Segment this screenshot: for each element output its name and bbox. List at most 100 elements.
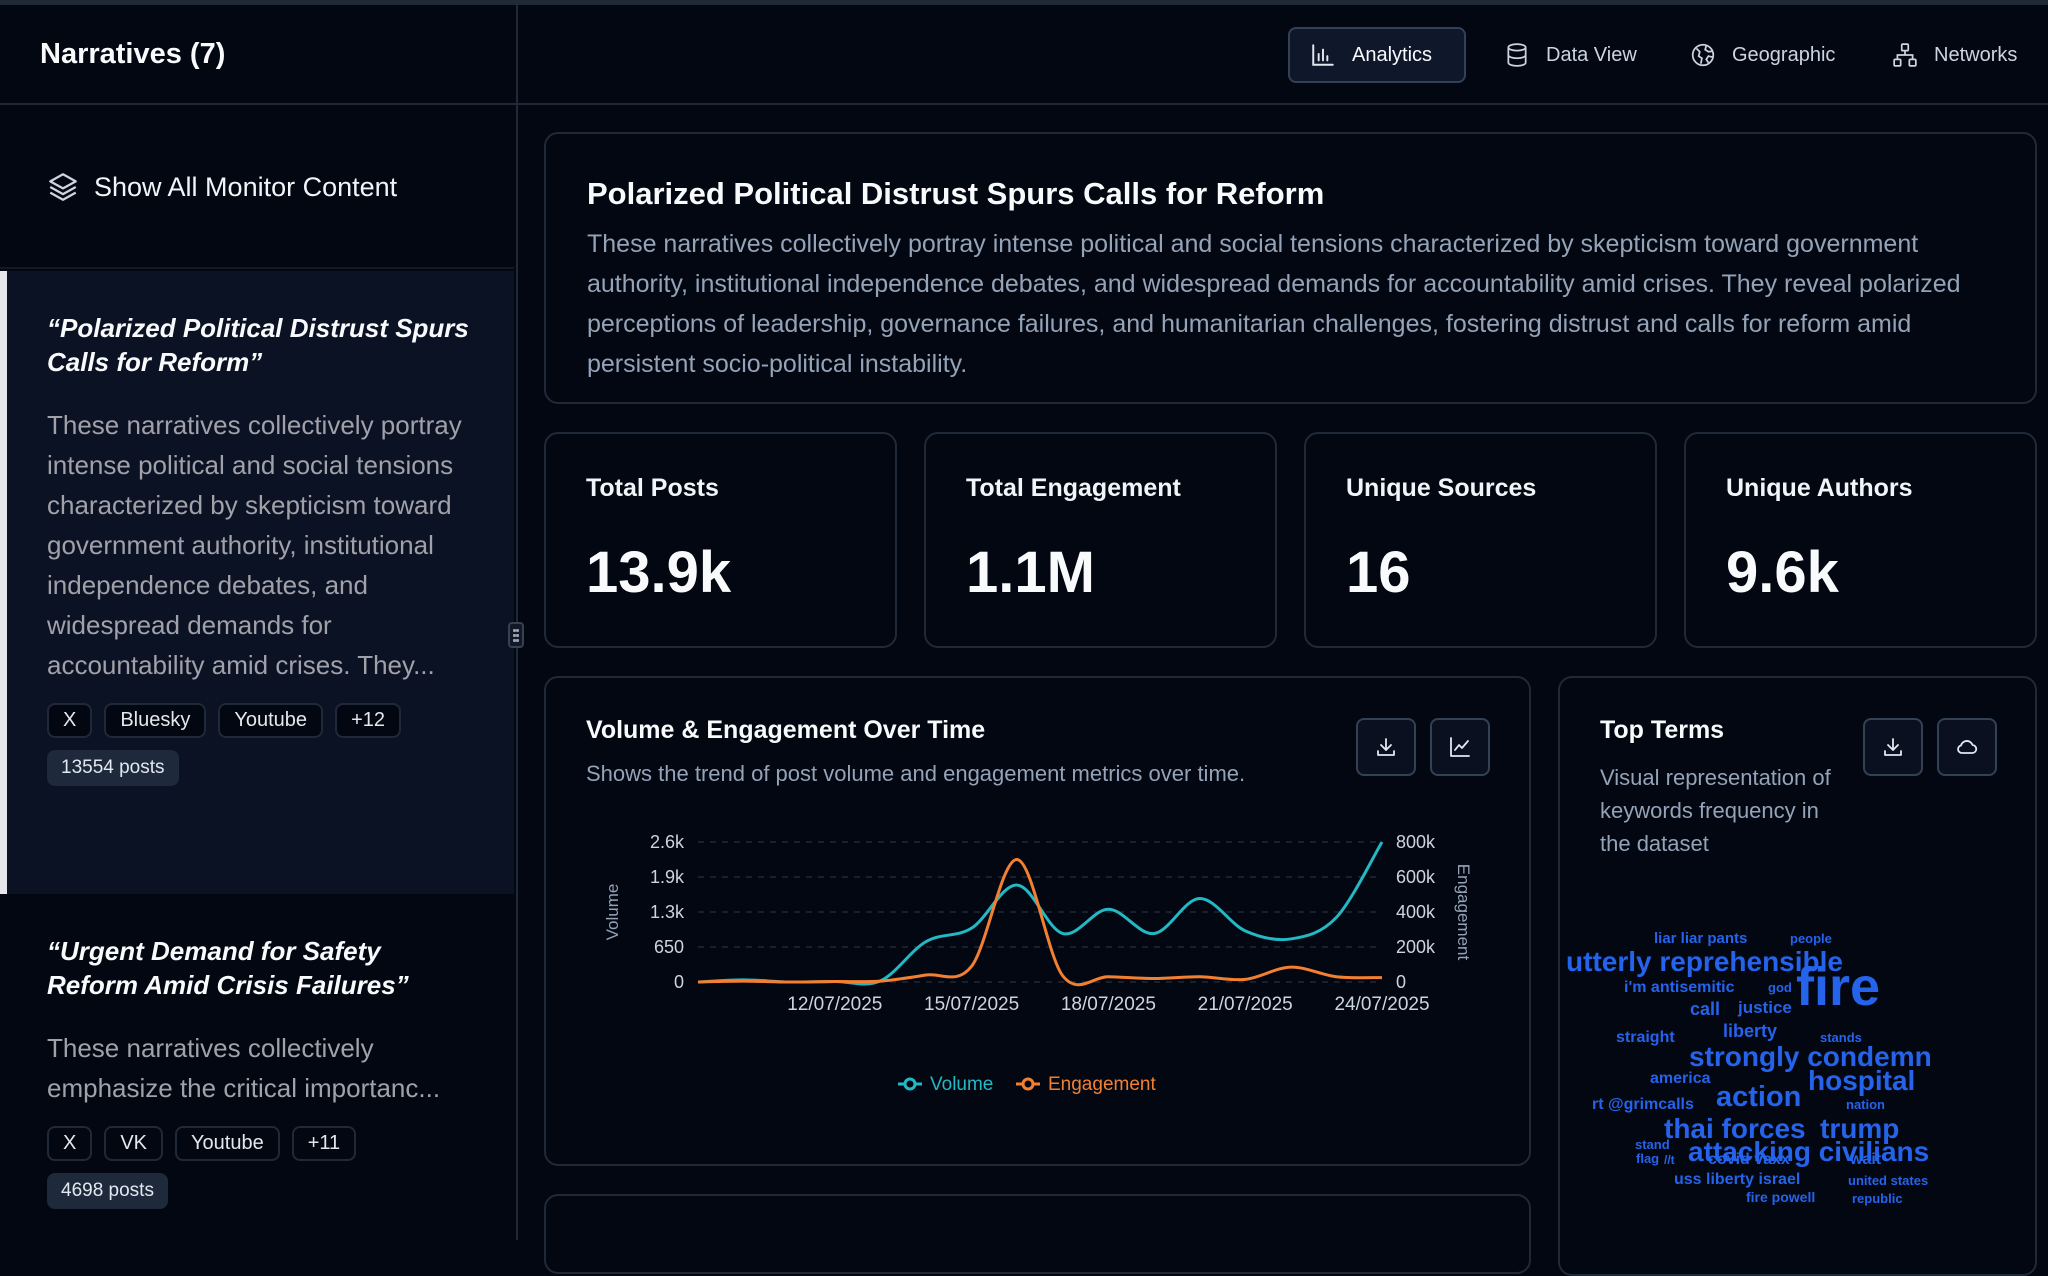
- more-sources-tag: +12: [335, 703, 401, 738]
- chart-type-button[interactable]: [1430, 718, 1490, 776]
- narrative-title: “Polarized Political Distrust Spurs Call…: [47, 313, 469, 377]
- top-terms-subtitle: Visual representation of keywords freque…: [1600, 765, 1831, 856]
- word-cloud-button[interactable]: [1937, 718, 1997, 776]
- word-cloud-term[interactable]: america: [1650, 1070, 1711, 1087]
- tab-label: Analytics: [1352, 43, 1433, 66]
- word-cloud-term[interactable]: stands: [1820, 1030, 1862, 1045]
- word-cloud-term[interactable]: nation: [1846, 1097, 1885, 1112]
- sidebar-resize-handle[interactable]: [508, 622, 524, 648]
- x-tick-label: 15/07/2025: [924, 994, 1019, 1015]
- word-cloud-term[interactable]: fire powell: [1746, 1189, 1816, 1205]
- word-cloud-term[interactable]: god: [1768, 980, 1792, 995]
- source-tags: X Bluesky Youtube +12: [47, 703, 474, 738]
- download-terms-button[interactable]: [1863, 718, 1923, 776]
- word-cloud-term[interactable]: utterly reprehensible: [1566, 946, 1843, 977]
- word-cloud-term[interactable]: strongly condemn: [1689, 1041, 1932, 1072]
- stat-value: 13.9k: [586, 540, 732, 605]
- word-cloud-term[interactable]: i'm antisemitic: [1624, 979, 1735, 996]
- stat-card-total-posts: Total Posts 13.9k: [544, 432, 897, 648]
- stat-label: Total Posts: [586, 474, 719, 502]
- y-tick-label-right: 400k: [1396, 902, 1436, 922]
- word-cloud-term[interactable]: covid vaxx: [1708, 1151, 1790, 1168]
- word-cloud-term[interactable]: justice: [1738, 998, 1792, 1017]
- source-tag: Youtube: [175, 1126, 280, 1161]
- y-tick-label-left: 0: [674, 972, 684, 992]
- word-cloud-term[interactable]: republic: [1852, 1191, 1903, 1206]
- word-cloud-term[interactable]: attacking civilians: [1688, 1136, 1930, 1167]
- source-tag: X: [47, 703, 93, 738]
- tab-data-view[interactable]: Data View: [1484, 27, 1657, 83]
- cloud-icon: [1957, 740, 1978, 754]
- word-cloud-term[interactable]: rt @grimcalls: [1592, 1096, 1694, 1113]
- word-cloud-term[interactable]: action: [1716, 1081, 1802, 1113]
- view-tabs: Analytics Data View Geographic Networks: [518, 5, 2048, 105]
- y-tick-label-left: 1.9k: [650, 867, 685, 887]
- bar-chart-icon: [1312, 44, 1334, 66]
- word-cloud-term[interactable]: wait: [1850, 1151, 1882, 1168]
- y-tick-label-right: 0: [1396, 972, 1406, 992]
- tab-geographic[interactable]: Geographic: [1670, 27, 1855, 83]
- stat-label: Total Engagement: [966, 474, 1181, 502]
- sidebar-header: Narratives (7): [0, 5, 516, 105]
- y-tick-label-left: 1.3k: [650, 902, 685, 922]
- x-tick-label: 21/07/2025: [1198, 994, 1293, 1015]
- word-cloud-term[interactable]: thai forces: [1664, 1113, 1806, 1144]
- word-cloud-term[interactable]: fire: [1796, 957, 1881, 1017]
- sidebar-title: Narratives (7): [40, 37, 226, 70]
- narrative-item[interactable]: “Urgent Demand for Safety Reform Amid Cr…: [0, 894, 514, 1240]
- top-terms-title: Top Terms: [1600, 716, 1725, 744]
- source-tag: Bluesky: [104, 703, 207, 738]
- word-cloud-term[interactable]: united states: [1848, 1173, 1929, 1188]
- x-tick-label: 18/07/2025: [1061, 994, 1156, 1015]
- posts-count-badge: 13554 posts: [47, 750, 179, 786]
- word-cloud-term[interactable]: liberty: [1723, 1021, 1778, 1041]
- source-tag: VK: [104, 1126, 164, 1161]
- volume-engagement-card: Volume & Engagement Over Time Shows the …: [544, 676, 1531, 1166]
- word-cloud-term[interactable]: liar liar pants: [1654, 930, 1748, 947]
- narrative-description: These narratives collectively emphasize …: [47, 1033, 441, 1103]
- stat-value: 16: [1346, 540, 1411, 605]
- database-icon: [1507, 43, 1527, 67]
- chart-subtitle: Shows the trend of post volume and engag…: [586, 761, 1246, 786]
- show-all-label: Show All Monitor Content: [94, 171, 398, 202]
- word-cloud-term[interactable]: trump: [1820, 1113, 1900, 1144]
- stat-label: Unique Authors: [1726, 474, 1913, 502]
- narrative-item[interactable]: “Polarized Political Distrust Spurs Call…: [0, 271, 514, 894]
- x-tick-label: 12/07/2025: [787, 994, 882, 1015]
- narrative-title: “Urgent Demand for Safety Reform Amid Cr…: [47, 936, 409, 1000]
- y-tick-label-left: 2.6k: [650, 832, 685, 852]
- word-cloud-term[interactable]: flag: [1636, 1151, 1660, 1166]
- word-cloud-term[interactable]: stand: [1635, 1137, 1670, 1152]
- legend-label-engagement: Engagement: [1048, 1074, 1156, 1095]
- word-cloud-term[interactable]: call: [1690, 999, 1721, 1019]
- source-tag: Youtube: [218, 703, 324, 738]
- tab-networks[interactable]: Networks: [1872, 27, 2037, 83]
- y-tick-label-right: 800k: [1396, 832, 1436, 852]
- word-cloud-term[interactable]: uss liberty israel: [1674, 1171, 1801, 1188]
- tab-label: Networks: [1934, 43, 2018, 66]
- x-tick-label: 24/07/2025: [1334, 994, 1429, 1015]
- stat-value: 1.1M: [966, 540, 1095, 605]
- next-card: [544, 1194, 1531, 1274]
- posts-count-badge: 4698 posts: [47, 1173, 168, 1209]
- download-icon: [1377, 738, 1395, 756]
- word-cloud-term[interactable]: straight: [1616, 1029, 1675, 1046]
- y-axis-label-left: Volume: [603, 884, 622, 941]
- line-chart-icon: [1450, 737, 1470, 757]
- show-all-monitor-content-button[interactable]: Show All Monitor Content: [0, 107, 514, 269]
- narrative-summary-title: Polarized Political Distrust Spurs Calls…: [587, 176, 1325, 211]
- word-cloud-term[interactable]: hospital: [1808, 1065, 1916, 1096]
- stat-label: Unique Sources: [1346, 474, 1537, 502]
- tab-analytics[interactable]: Analytics: [1288, 27, 1466, 83]
- legend-item-volume[interactable]: Volume: [898, 1074, 993, 1095]
- download-chart-button[interactable]: [1356, 718, 1416, 776]
- download-icon: [1884, 738, 1902, 756]
- legend-item-engagement[interactable]: Engagement: [1016, 1074, 1156, 1095]
- word-cloud-term[interactable]: people: [1790, 931, 1832, 946]
- y-tick-label-right: 200k: [1396, 937, 1436, 957]
- narrative-description: These narratives collectively portray in…: [47, 410, 462, 680]
- network-icon: [1893, 43, 1917, 67]
- word-cloud-term[interactable]: //t: [1664, 1153, 1675, 1167]
- series-line-engagement: [697, 858, 1383, 987]
- y-axis-label-right: Engagement: [1454, 864, 1473, 961]
